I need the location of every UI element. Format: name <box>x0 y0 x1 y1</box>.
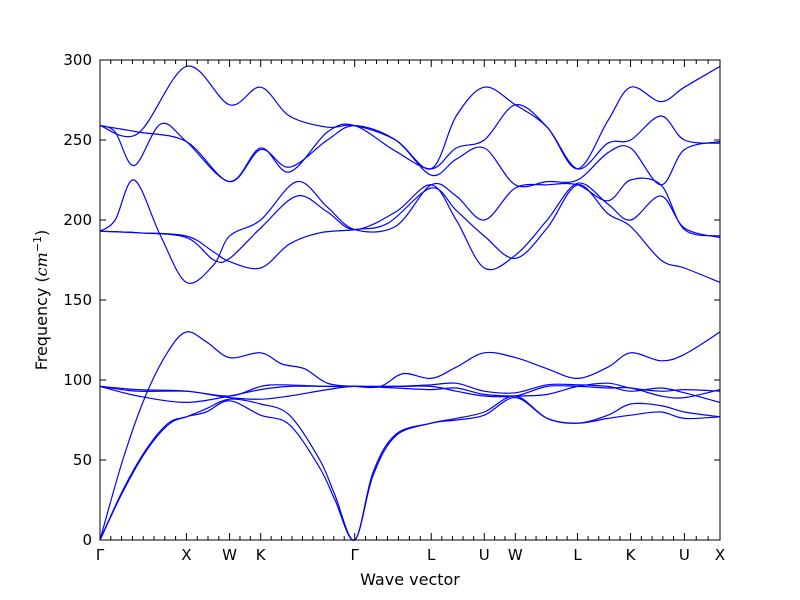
x-tick-label: L <box>573 546 582 564</box>
x-tick-label: Γ <box>96 546 105 564</box>
y-tick-label: 0 <box>82 531 92 549</box>
band-line-3 <box>99 331 721 541</box>
y-axis-title-unit: cm <box>32 252 51 276</box>
band-lines <box>99 65 721 541</box>
band-line-12 <box>99 65 721 170</box>
x-tick-label: U <box>479 546 490 564</box>
y-axis: 0 50 100 150 200 250 300 <box>63 51 720 549</box>
x-tick-label: W <box>222 546 237 564</box>
x-tick-label: L <box>427 546 436 564</box>
y-tick-label: 300 <box>63 51 92 69</box>
y-axis-title: Frequency (cm−1) <box>31 230 52 371</box>
x-tick-label: X <box>181 546 191 564</box>
band-line-11 <box>99 104 721 183</box>
y-tick-label: 250 <box>63 131 92 149</box>
band-line-6 <box>99 384 721 399</box>
x-tick-label: K <box>626 546 637 564</box>
y-axis-title-suffix: ) <box>32 230 51 236</box>
band-line-1 <box>99 396 721 541</box>
x-tick-label: W <box>508 546 523 564</box>
y-tick-label: 200 <box>63 211 92 229</box>
plot-frame <box>99 59 721 541</box>
x-axis-title: Wave vector <box>360 570 460 589</box>
y-tick-label: 100 <box>63 371 92 389</box>
band-line-2 <box>99 395 721 541</box>
x-tick-label: X <box>715 546 725 564</box>
y-axis-title-prefix: Frequency ( <box>32 276 51 370</box>
y-tick-label: 150 <box>63 291 92 309</box>
band-line-8 <box>99 182 721 271</box>
band-line-9 <box>99 177 721 284</box>
band-line-10 <box>99 122 721 188</box>
y-tick-label: 50 <box>73 451 92 469</box>
x-tick-label: U <box>679 546 690 564</box>
x-tick-label: K <box>256 546 267 564</box>
y-axis-title-exponent: −1 <box>31 236 44 252</box>
x-tick-label: Γ <box>350 546 359 564</box>
